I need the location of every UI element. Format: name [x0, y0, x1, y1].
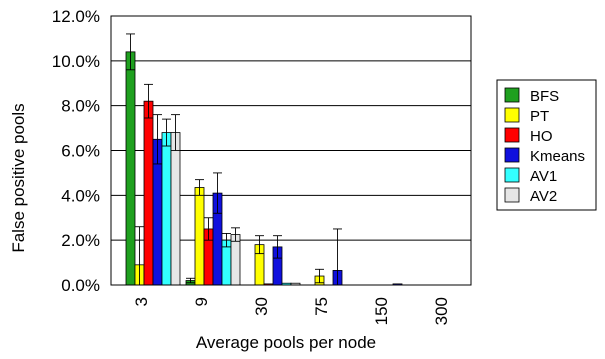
y-tick-label: 4.0% [61, 186, 100, 205]
y-tick-label: 12.0% [52, 7, 100, 26]
legend-label-av2: AV2 [530, 188, 557, 205]
y-tick-label: 10.0% [52, 52, 100, 71]
x-axis-label: Average pools per node [196, 333, 376, 352]
legend-label-av1: AV1 [530, 168, 557, 185]
y-tick-label: 6.0% [61, 142, 100, 161]
y-tick-label: 2.0% [61, 231, 100, 250]
legend-label-pt: PT [530, 108, 549, 125]
legend-label-ho: HO [530, 128, 553, 145]
y-axis-label: False positive pools [9, 103, 28, 252]
bar-av2-9 [231, 235, 240, 285]
y-tick-labels: 0.0% 2.0% 4.0% 6.0% 8.0% 10.0% 12.0% [52, 7, 100, 295]
legend-swatch-pt [505, 108, 519, 122]
bar-av2-3 [171, 133, 180, 285]
legend-swatch-ho [505, 128, 519, 142]
bar-ho-3 [144, 101, 153, 285]
legend-swatch-kmeans [505, 148, 519, 162]
y-tick-label: 0.0% [61, 276, 100, 295]
legend-label-kmeans: Kmeans [530, 148, 585, 165]
legend: BFS PT HO Kmeans AV1 AV2 [497, 80, 596, 210]
legend-swatch-bfs [505, 88, 519, 102]
x-tick-label: 9 [192, 297, 211, 306]
legend-label-bfs: BFS [530, 88, 559, 105]
x-tick-label: 3 [132, 297, 151, 306]
y-tick-label: 8.0% [61, 97, 100, 116]
legend-swatch-av2 [505, 188, 519, 202]
bar-pt-9 [195, 187, 204, 285]
x-tick-label: 75 [312, 297, 331, 316]
bars [126, 52, 402, 285]
x-tick-label: 150 [372, 297, 391, 325]
x-tick-label: 300 [432, 297, 451, 325]
legend-swatch-av1 [505, 168, 519, 182]
bar-av1-3 [162, 133, 171, 285]
x-tick-label: 30 [252, 297, 271, 316]
bar-bfs-3 [126, 52, 135, 285]
x-tick-labels: 3 9 30 75 150 300 [132, 297, 451, 325]
